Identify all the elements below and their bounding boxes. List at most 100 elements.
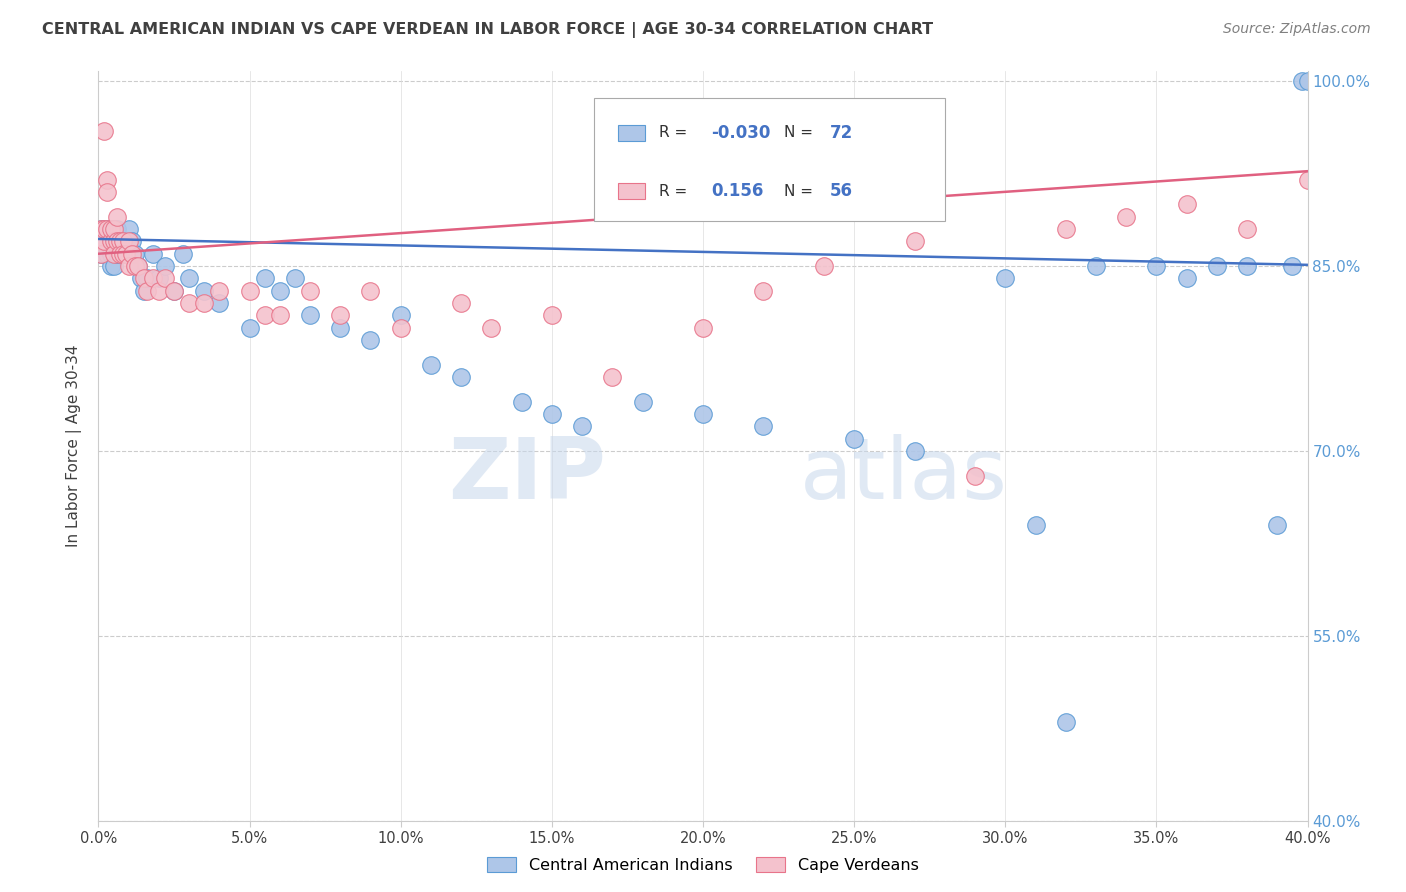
Point xyxy=(127,259,149,273)
Point xyxy=(153,271,176,285)
Point xyxy=(1291,74,1313,88)
Point xyxy=(692,320,714,334)
Point xyxy=(135,271,157,285)
Point xyxy=(389,309,412,323)
Point xyxy=(108,246,131,260)
Point xyxy=(752,419,775,434)
Point xyxy=(631,394,654,409)
Point xyxy=(121,246,143,260)
Point xyxy=(124,259,146,273)
Point xyxy=(269,309,291,323)
Point xyxy=(904,444,927,458)
Point xyxy=(103,259,125,273)
Point xyxy=(108,246,131,260)
Point xyxy=(1267,517,1289,532)
Point xyxy=(105,210,128,224)
Point xyxy=(269,284,291,298)
Text: atlas: atlas xyxy=(800,434,1008,517)
Text: 72: 72 xyxy=(830,124,853,142)
Point xyxy=(96,235,118,249)
Point xyxy=(179,271,201,285)
Text: ZIP: ZIP xyxy=(449,434,606,517)
Point xyxy=(284,271,307,285)
Point xyxy=(329,309,352,323)
Point xyxy=(1206,259,1229,273)
Text: R =: R = xyxy=(659,125,693,140)
Point xyxy=(90,246,112,260)
Point xyxy=(239,284,262,298)
Point xyxy=(111,235,134,249)
Point xyxy=(692,407,714,421)
Point xyxy=(103,222,125,236)
Point xyxy=(1054,222,1077,236)
Point xyxy=(100,222,122,236)
Point xyxy=(481,320,503,334)
Point xyxy=(208,284,231,298)
Point xyxy=(96,222,118,236)
Point xyxy=(118,259,141,273)
Point xyxy=(124,246,146,260)
Point xyxy=(844,432,866,446)
Point xyxy=(108,235,131,249)
Text: CENTRAL AMERICAN INDIAN VS CAPE VERDEAN IN LABOR FORCE | AGE 30-34 CORRELATION C: CENTRAL AMERICAN INDIAN VS CAPE VERDEAN … xyxy=(42,22,934,38)
Point xyxy=(142,246,165,260)
Point xyxy=(96,235,118,249)
Point xyxy=(111,235,134,249)
FancyBboxPatch shape xyxy=(595,97,945,221)
Point xyxy=(127,259,149,273)
Point xyxy=(142,271,165,285)
Point xyxy=(111,246,134,260)
Point xyxy=(1144,259,1167,273)
Point xyxy=(103,235,125,249)
Point xyxy=(329,320,352,334)
Point xyxy=(90,235,112,249)
Point xyxy=(111,246,134,260)
Point xyxy=(239,320,262,334)
Point xyxy=(90,246,112,260)
Point xyxy=(179,296,201,310)
Point xyxy=(253,309,276,323)
Point xyxy=(93,123,115,137)
Point xyxy=(105,222,128,236)
Point xyxy=(540,309,562,323)
Point xyxy=(118,235,141,249)
Point xyxy=(103,246,125,260)
Point xyxy=(1296,74,1319,88)
Point xyxy=(299,309,322,323)
Point xyxy=(90,235,112,249)
Point xyxy=(93,222,115,236)
Point xyxy=(148,271,170,285)
Text: Source: ZipAtlas.com: Source: ZipAtlas.com xyxy=(1223,22,1371,37)
Point xyxy=(360,333,382,347)
Point xyxy=(994,271,1017,285)
Point xyxy=(105,235,128,249)
Point xyxy=(299,284,322,298)
Point xyxy=(163,284,186,298)
Point xyxy=(100,246,122,260)
Point xyxy=(1024,517,1046,532)
Point xyxy=(360,284,382,298)
Point xyxy=(93,222,115,236)
Point xyxy=(1085,259,1108,273)
Point xyxy=(132,271,155,285)
Text: 0.156: 0.156 xyxy=(711,182,763,200)
Point xyxy=(93,235,115,249)
Text: -0.030: -0.030 xyxy=(711,124,770,142)
Point xyxy=(96,185,118,199)
Point xyxy=(172,246,194,260)
Point xyxy=(96,246,118,260)
Point xyxy=(904,235,927,249)
Point xyxy=(100,235,122,249)
Point xyxy=(602,370,624,384)
Point xyxy=(105,235,128,249)
Y-axis label: In Labor Force | Age 30-34: In Labor Force | Age 30-34 xyxy=(66,344,83,548)
Point xyxy=(90,222,112,236)
Point xyxy=(1054,714,1077,729)
Point xyxy=(132,284,155,298)
Point xyxy=(93,235,115,249)
Point xyxy=(389,320,412,334)
Point xyxy=(193,284,215,298)
Bar xyxy=(619,125,645,141)
Point xyxy=(118,222,141,236)
Point xyxy=(148,284,170,298)
